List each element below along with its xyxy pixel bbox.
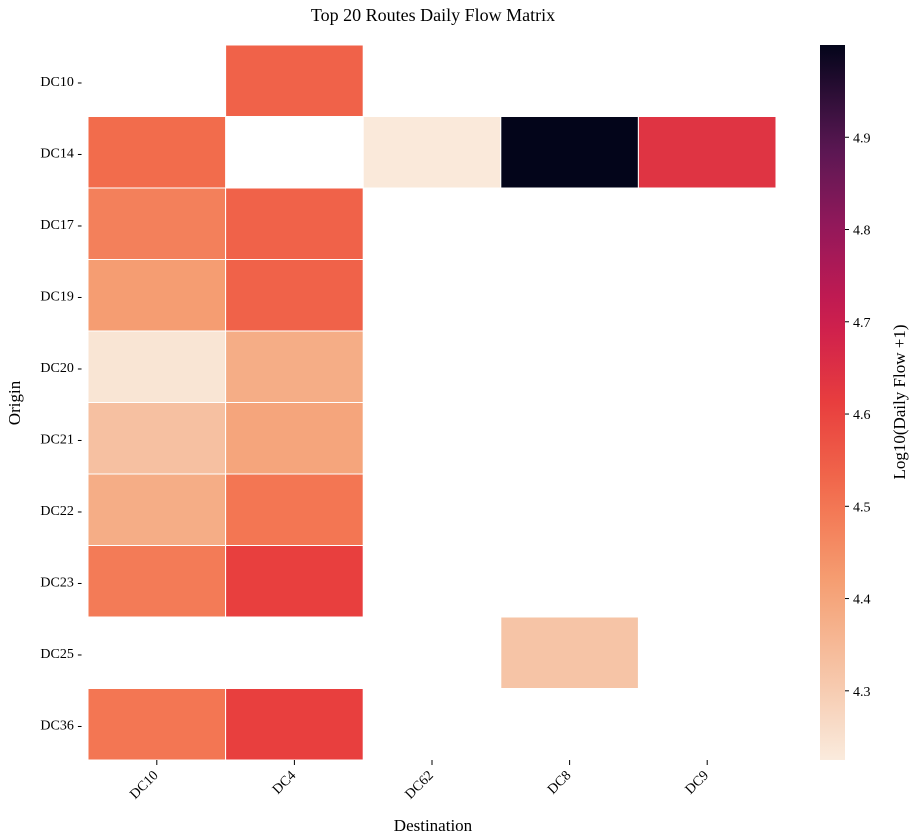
y-tick-label-dc10: DC10 -	[40, 75, 82, 90]
heatmap-cell-dc14-dc62	[362, 116, 502, 189]
heatmap-cell-dc21-dc4	[225, 402, 364, 475]
y-axis-label: Origin	[5, 380, 24, 425]
colorbar-tick-label: 4.6	[853, 408, 871, 423]
colorbar-tick-label: 4.3	[853, 685, 871, 700]
y-tick-label-dc17: DC17 -	[40, 218, 82, 233]
colorbar-ticks: 4.3 4.4 4.5 4.6 4.7 4.8 4.9	[845, 131, 871, 700]
x-tick-label-dc4: DC4	[270, 768, 299, 797]
y-tick-label-dc21: DC21 -	[40, 432, 82, 447]
heatmap-cell-dc17-dc10	[87, 187, 227, 260]
colorbar-tick-label: 4.7	[853, 316, 871, 331]
heatmap-cell-dc22-dc10	[87, 473, 227, 546]
colorbar-tick-label: 4.9	[853, 131, 871, 146]
heatmap-cell-dc20-dc4	[225, 330, 364, 403]
y-tick-label-dc36: DC36 -	[40, 718, 82, 733]
heatmap-cell-dc20-dc10	[87, 330, 227, 403]
heatmap-cell-dc14-dc9	[637, 116, 777, 189]
colorbar	[820, 45, 845, 760]
colorbar-tick-label: 4.8	[853, 224, 871, 239]
heatmap-cell-dc19-dc10	[87, 259, 227, 332]
heatmap-cell-dc25-dc8	[500, 616, 639, 689]
y-tick-label-dc20: DC20 -	[40, 361, 82, 376]
heatmap-cell-dc14-dc10	[87, 116, 227, 189]
x-axis-label: Destination	[394, 816, 473, 835]
x-tick-label-dc10: DC10	[127, 768, 161, 802]
y-tick-label-dc19: DC19 -	[40, 289, 82, 304]
y-axis-ticks: DC10 - DC14 - DC17 - DC19 - DC20 - DC21 - DC22…	[40, 75, 82, 734]
y-tick-label-dc25: DC25 -	[40, 647, 82, 662]
chart-title: Top 20 Routes Daily Flow Matrix	[311, 5, 555, 25]
heatmap-cell-dc19-dc4	[225, 259, 364, 332]
heatmap-cell-dc10-dc4	[225, 44, 364, 117]
heatmap-cell-dc22-dc4	[225, 473, 364, 546]
y-tick-label-dc14: DC14 -	[40, 146, 82, 161]
heatmap-cells	[87, 44, 777, 761]
x-axis-ticks: DC10 DC4 DC62 DC8 DC9	[127, 760, 712, 802]
colorbar-label: Log10(Daily Flow +1)	[890, 324, 909, 479]
heatmap-cell-dc36-dc10	[87, 688, 227, 761]
heatmap-cell-dc17-dc4	[225, 187, 364, 260]
heatmap-cell-dc23-dc10	[87, 545, 227, 618]
colorbar-tick-label: 4.5	[853, 500, 871, 515]
y-tick-label-dc23: DC23 -	[40, 575, 82, 590]
x-tick-label-dc9: DC9	[683, 768, 712, 797]
colorbar-tick-label: 4.4	[853, 593, 871, 608]
heatmap-cell-dc21-dc10	[87, 402, 227, 475]
heatmap-cell-dc14-dc8	[500, 116, 639, 189]
x-tick-label-dc62: DC62	[403, 768, 437, 802]
x-tick-label-dc8: DC8	[545, 768, 574, 797]
heatmap-cell-dc36-dc4	[225, 688, 364, 761]
y-tick-label-dc22: DC22 -	[40, 504, 82, 519]
heatmap-cell-dc23-dc4	[225, 545, 364, 618]
